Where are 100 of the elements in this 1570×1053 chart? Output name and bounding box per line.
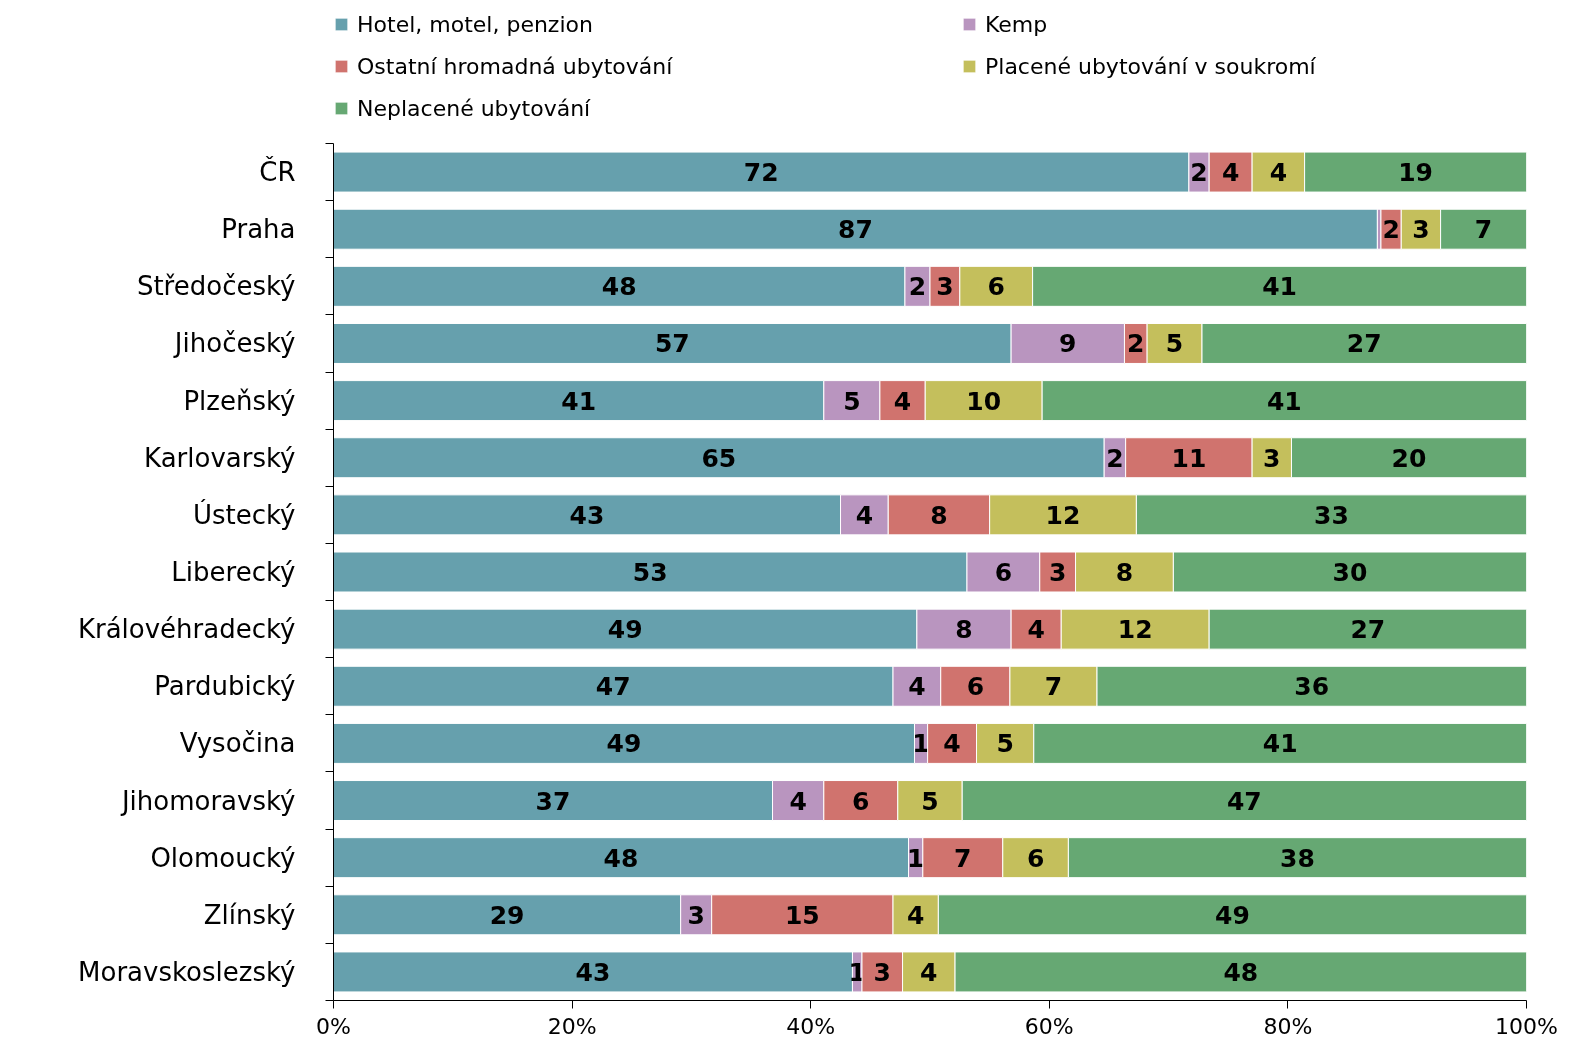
data-label: 47: [595, 672, 631, 702]
data-label: 27: [1346, 329, 1382, 359]
data-label: 43: [569, 500, 605, 530]
y-tick-label: Vysočina: [179, 728, 296, 759]
y-tick-label: Karlovarský: [144, 442, 296, 473]
y-tick-label: ČR: [259, 156, 296, 188]
data-label: 36: [1294, 672, 1330, 702]
x-tick-label: 0%: [316, 1013, 351, 1039]
y-tick-label: Pardubický: [154, 671, 296, 702]
data-label: 27: [1350, 615, 1386, 645]
data-label: 2: [1382, 215, 1400, 245]
y-tick-label: Jihomoravský: [119, 785, 296, 816]
x-tick-label: 100%: [1495, 1013, 1558, 1039]
data-label: 3: [1048, 558, 1067, 587]
data-label: 48: [603, 843, 639, 873]
data-label: 3: [1263, 443, 1281, 473]
data-label: 6: [987, 272, 1005, 302]
data-label: 7: [1044, 672, 1063, 702]
data-label: 6: [1026, 843, 1045, 873]
data-label: 4: [789, 786, 807, 816]
data-label: 7: [954, 843, 972, 873]
data-label: 41: [1266, 386, 1302, 416]
data-label: 15: [784, 900, 820, 930]
y-tick-label: Ústecký: [192, 498, 296, 530]
data-label: 4: [893, 386, 912, 416]
data-label: 47: [1226, 786, 1262, 816]
data-label: 7: [1474, 215, 1493, 245]
data-label: 2: [1127, 329, 1145, 359]
y-tick-label: Královéhradecký: [77, 614, 296, 645]
legend-label: Placené ubytování v soukromí: [985, 52, 1317, 81]
data-label: 49: [607, 615, 643, 645]
data-label: 19: [1398, 158, 1433, 188]
data-label: 11: [1171, 443, 1207, 473]
data-label: 29: [489, 900, 525, 930]
data-label: 4: [906, 900, 925, 930]
data-label: 2: [1106, 443, 1124, 473]
data-label: 33: [1314, 500, 1349, 530]
data-label: 4: [920, 957, 938, 987]
data-label: 5: [996, 729, 1014, 759]
data-label: 4: [1221, 158, 1240, 188]
legend-label: Neplacené ubytování: [357, 94, 592, 123]
data-label: 4: [943, 729, 961, 759]
data-label: 4: [908, 672, 926, 702]
legend-label: Kemp: [985, 10, 1049, 39]
data-label: 4: [855, 500, 874, 530]
data-label: 3: [936, 272, 954, 302]
data-label: 4: [1027, 615, 1045, 645]
data-label: 5: [1165, 329, 1184, 359]
data-label: 2: [1190, 158, 1208, 188]
x-tick-label: 20%: [547, 1013, 597, 1039]
data-label: 5: [921, 786, 939, 816]
y-tick-label: Plzeňský: [183, 385, 296, 416]
data-label: 5: [843, 386, 861, 416]
data-label: 3: [873, 957, 891, 987]
data-label: 8: [1115, 558, 1134, 587]
y-tick-label: Praha: [221, 214, 296, 245]
data-label: 49: [1215, 900, 1250, 930]
y-tick-label: Olomoucký: [150, 842, 296, 873]
data-label: 6: [966, 672, 985, 702]
data-label: 38: [1280, 843, 1315, 873]
x-tick-label: 60%: [1024, 1013, 1074, 1039]
legend-label: Ostatní hromadná ubytování: [357, 52, 674, 81]
bar: [333, 208, 1378, 250]
x-tick-label: 40%: [786, 1013, 836, 1039]
data-label: 37: [535, 786, 571, 816]
data-label: 3: [687, 900, 705, 930]
data-label: 4: [1269, 158, 1288, 188]
data-label: 20: [1391, 443, 1427, 473]
data-label: 6: [852, 786, 870, 816]
data-label: 41: [561, 386, 597, 416]
x-tick-label: 80%: [1263, 1013, 1313, 1039]
data-label: 8: [955, 615, 973, 645]
legend-label: Hotel, motel, penzion: [357, 10, 594, 39]
data-label: 1: [912, 729, 930, 759]
data-label: 12: [1045, 500, 1081, 530]
y-tick-label: Zlínský: [203, 899, 296, 930]
data-label: 57: [654, 329, 690, 359]
data-label: 43: [575, 957, 611, 987]
data-label: 6: [994, 558, 1013, 587]
data-label: 72: [743, 158, 779, 188]
data-label: 2: [908, 272, 927, 302]
data-label: 30: [1332, 558, 1368, 587]
data-label: 12: [1117, 615, 1153, 645]
data-label: 87: [838, 215, 873, 245]
data-label: 9: [1059, 329, 1077, 359]
y-tick-label: Liberecký: [171, 557, 296, 587]
data-label: 1: [906, 843, 925, 873]
y-tick-label: Středočeský: [136, 271, 296, 302]
data-label: 49: [606, 729, 642, 759]
data-label: 41: [1262, 272, 1297, 302]
data-label: 8: [930, 500, 948, 530]
data-label: 41: [1262, 729, 1298, 759]
data-label: 53: [632, 558, 668, 587]
data-label: 3: [1412, 215, 1430, 245]
y-tick-label: Moravskoslezský: [78, 956, 296, 987]
y-tick-label: Jihočeský: [172, 328, 296, 359]
data-label: 65: [701, 443, 737, 473]
data-label: 48: [1223, 957, 1259, 987]
data-label: 10: [966, 386, 1002, 416]
data-label: 48: [601, 272, 637, 302]
